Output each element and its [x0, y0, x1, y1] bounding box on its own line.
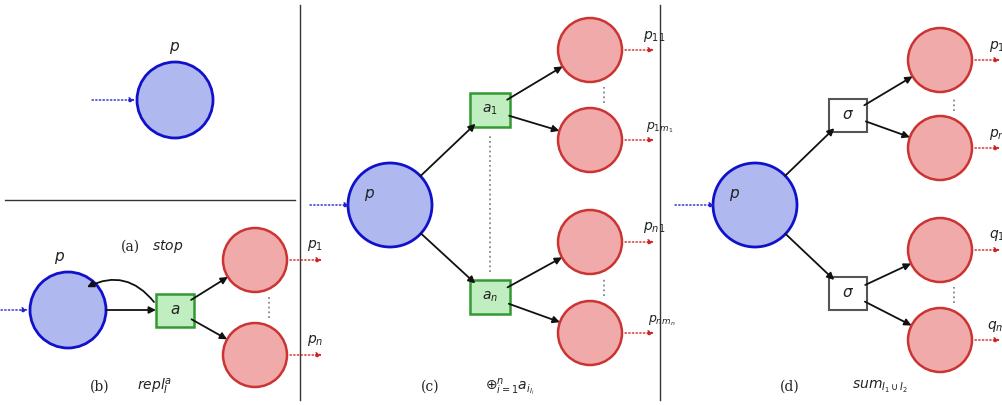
FancyBboxPatch shape: [156, 294, 193, 326]
Text: $p_n$: $p_n$: [988, 126, 1002, 141]
Text: $p$: $p$: [169, 40, 180, 56]
Text: $p_{1m_1}$: $p_{1m_1}$: [645, 121, 673, 135]
Circle shape: [222, 323, 287, 387]
Text: $a_1$: $a_1$: [482, 103, 497, 117]
Text: (b): (b): [90, 380, 109, 394]
Circle shape: [222, 228, 287, 292]
Text: $\sigma$: $\sigma$: [841, 286, 853, 300]
FancyBboxPatch shape: [829, 277, 866, 309]
Text: $p_{nm_n}$: $p_{nm_n}$: [647, 314, 675, 328]
Text: $sum_{I_1 \cup I_2}$: $sum_{I_1 \cup I_2}$: [851, 379, 907, 395]
Circle shape: [557, 108, 621, 172]
Text: $p$: $p$: [728, 187, 739, 203]
Text: $q_1$: $q_1$: [988, 228, 1002, 243]
Circle shape: [557, 18, 621, 82]
Text: $p_n$: $p_n$: [307, 333, 323, 348]
FancyBboxPatch shape: [829, 98, 866, 132]
Circle shape: [712, 163, 797, 247]
Text: $p_1$: $p_1$: [988, 38, 1002, 53]
Text: $p_{n1}$: $p_{n1}$: [642, 220, 664, 235]
Text: $q_m$: $q_m$: [986, 318, 1002, 333]
Text: $p_1$: $p_1$: [307, 239, 323, 254]
Circle shape: [137, 62, 212, 138]
Text: $\sigma$: $\sigma$: [841, 108, 853, 122]
Text: $stop$: $stop$: [152, 239, 183, 256]
Text: (d): (d): [780, 380, 799, 394]
Circle shape: [30, 272, 106, 348]
Text: $p_{11}$: $p_{11}$: [642, 28, 664, 43]
Circle shape: [348, 163, 432, 247]
Circle shape: [557, 210, 621, 274]
Text: $repl_I^a$: $repl_I^a$: [137, 377, 172, 397]
Text: $\oplus_{i=1}^{n} a_{i_{I_i}}$: $\oplus_{i=1}^{n} a_{i_{I_i}}$: [485, 376, 534, 398]
Text: $p$: $p$: [364, 187, 375, 203]
Text: $p$: $p$: [54, 250, 65, 266]
Circle shape: [907, 28, 971, 92]
Text: (a): (a): [120, 240, 139, 254]
Circle shape: [557, 301, 621, 365]
Text: $a_n$: $a_n$: [482, 290, 498, 304]
Text: (c): (c): [420, 380, 439, 394]
FancyBboxPatch shape: [470, 280, 509, 314]
Text: $a$: $a$: [169, 303, 180, 317]
Circle shape: [907, 308, 971, 372]
Circle shape: [907, 116, 971, 180]
FancyBboxPatch shape: [470, 93, 509, 127]
Circle shape: [907, 218, 971, 282]
